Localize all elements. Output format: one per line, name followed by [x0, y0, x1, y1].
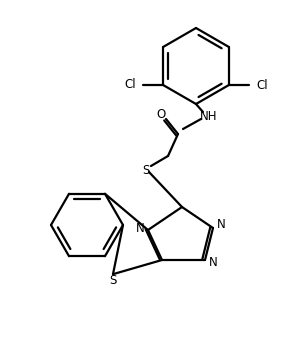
Text: Cl: Cl [124, 78, 136, 92]
Text: N: N [209, 257, 217, 269]
Text: O: O [156, 107, 166, 121]
Text: N: N [217, 218, 225, 232]
Text: Cl: Cl [256, 78, 267, 92]
Text: NH: NH [200, 110, 218, 122]
Text: S: S [142, 164, 150, 176]
Text: S: S [109, 274, 117, 287]
Text: N: N [136, 221, 144, 235]
